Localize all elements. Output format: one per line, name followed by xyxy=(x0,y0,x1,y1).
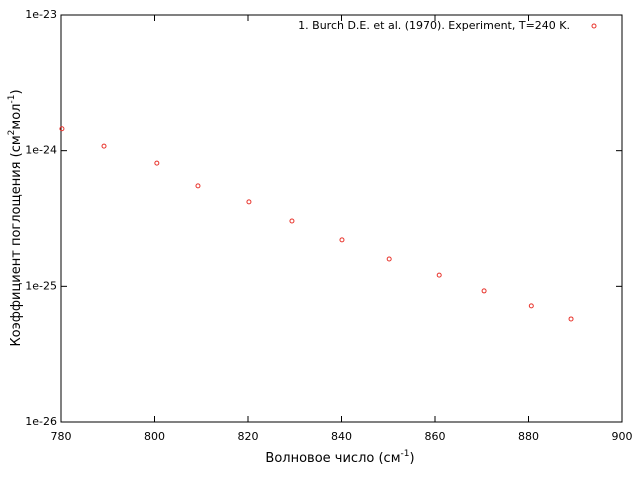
x-label-sup: -1 xyxy=(401,449,410,459)
data-point xyxy=(436,272,442,278)
y-label-mid: мол xyxy=(9,104,24,130)
y-tick-label: 1e-23 xyxy=(25,8,57,21)
x-tick-label: 780 xyxy=(51,430,72,443)
y-label-sup2: -1 xyxy=(7,95,17,104)
plot-frame xyxy=(60,14,623,423)
x-axis-label: Волновое число (см-1) xyxy=(265,449,414,466)
data-point xyxy=(339,237,345,243)
data-point xyxy=(246,199,252,205)
data-point xyxy=(59,126,65,132)
x-label-text: Волновое число (см xyxy=(265,451,400,466)
data-point xyxy=(528,303,534,309)
data-point xyxy=(195,183,201,189)
y-tick-label: 1e-25 xyxy=(25,279,57,292)
x-tick-label: 860 xyxy=(425,430,446,443)
y-label-sup: 2 xyxy=(7,130,17,136)
x-tick-label: 840 xyxy=(331,430,352,443)
y-axis-label: Коэффициент поглощения (см2мол-1) xyxy=(7,89,24,346)
x-tick-label: 800 xyxy=(144,430,165,443)
data-point xyxy=(568,316,574,322)
legend-marker xyxy=(591,23,597,29)
x-tick-label: 900 xyxy=(612,430,633,443)
data-point xyxy=(481,288,487,294)
data-point xyxy=(154,160,160,166)
y-label-text: Коэффициент поглощения (см xyxy=(9,135,24,346)
y-tick-label: 1e-24 xyxy=(25,144,57,157)
legend-label: 1. Burch D.E. et al. (1970). Experiment,… xyxy=(298,19,570,32)
y-label-end: ) xyxy=(9,89,24,94)
data-point xyxy=(289,218,295,224)
x-tick-label: 820 xyxy=(238,430,259,443)
data-point xyxy=(101,143,107,149)
x-label-end: ) xyxy=(409,451,414,466)
x-tick-label: 880 xyxy=(518,430,539,443)
y-tick-label: 1e-26 xyxy=(25,415,57,428)
data-point xyxy=(386,256,392,262)
